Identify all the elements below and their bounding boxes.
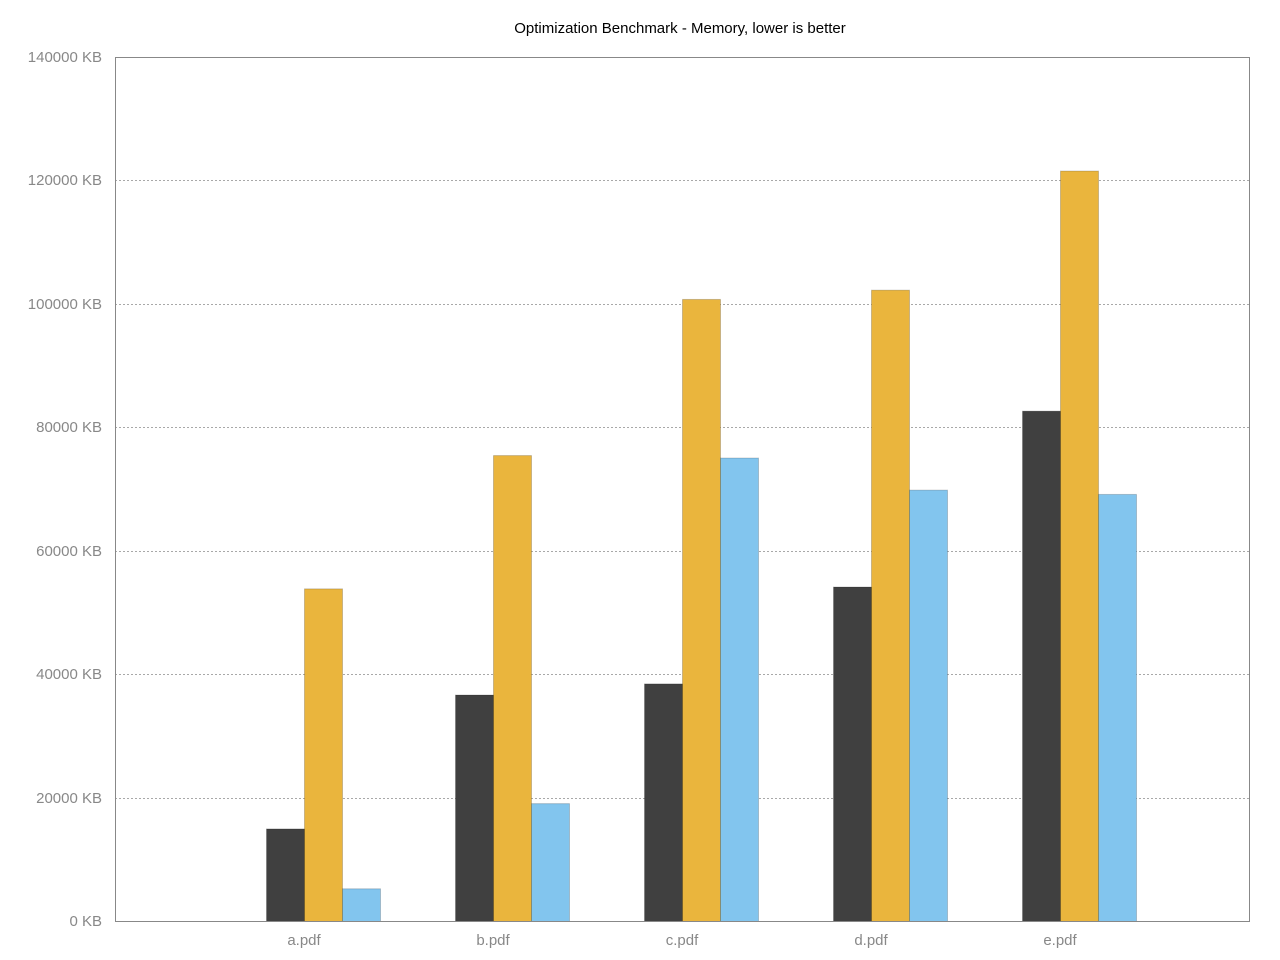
y-axis-ticks: 0 KB 20000 KB 40000 KB 60000 KB 80000 KB 1000… [28, 49, 102, 930]
plot-area-frame [115, 57, 1250, 922]
y-tick-label: 80000 KB [36, 419, 102, 436]
bar-a-pdf-series-1 [266, 828, 305, 923]
x-axis-ticks: a.pdf b.pdf c.pdf d.pdf e.pdf [287, 932, 1077, 949]
x-tick-label: c.pdf [666, 932, 699, 949]
bar-e-pdf-series-1 [1022, 410, 1061, 922]
chart-title: Optimization Benchmark - Memory, lower i… [514, 20, 846, 37]
x-tick-label: e.pdf [1043, 932, 1077, 949]
bar-d-pdf-series-2 [871, 289, 910, 923]
y-tick-label: 40000 KB [36, 666, 102, 683]
bar-a-pdf-series-3 [342, 888, 381, 923]
bar-d-pdf-series-3 [909, 489, 948, 922]
bar-a-pdf-series-2 [304, 588, 343, 922]
bars-group [266, 170, 1137, 923]
bar-c-pdf-series-3 [720, 457, 759, 922]
y-tick-label: 120000 KB [28, 172, 102, 189]
bar-e-pdf-series-3 [1098, 493, 1137, 922]
x-tick-label: b.pdf [476, 932, 510, 949]
y-tick-label: 60000 KB [36, 543, 102, 560]
bar-b-pdf-series-3 [531, 803, 570, 923]
x-tick-label: d.pdf [854, 932, 888, 949]
y-tick-label: 0 KB [69, 913, 102, 930]
x-tick-label: a.pdf [287, 932, 321, 949]
bar-b-pdf-series-2 [493, 455, 532, 922]
bar-c-pdf-series-2 [682, 298, 721, 923]
y-tick-label: 140000 KB [28, 49, 102, 66]
bar-b-pdf-series-1 [455, 694, 494, 922]
y-tick-label: 20000 KB [36, 790, 102, 807]
y-tick-label: 100000 KB [28, 296, 102, 313]
bar-e-pdf-series-2 [1060, 170, 1099, 923]
bar-d-pdf-series-1 [833, 586, 872, 922]
bar-c-pdf-series-1 [644, 683, 683, 923]
